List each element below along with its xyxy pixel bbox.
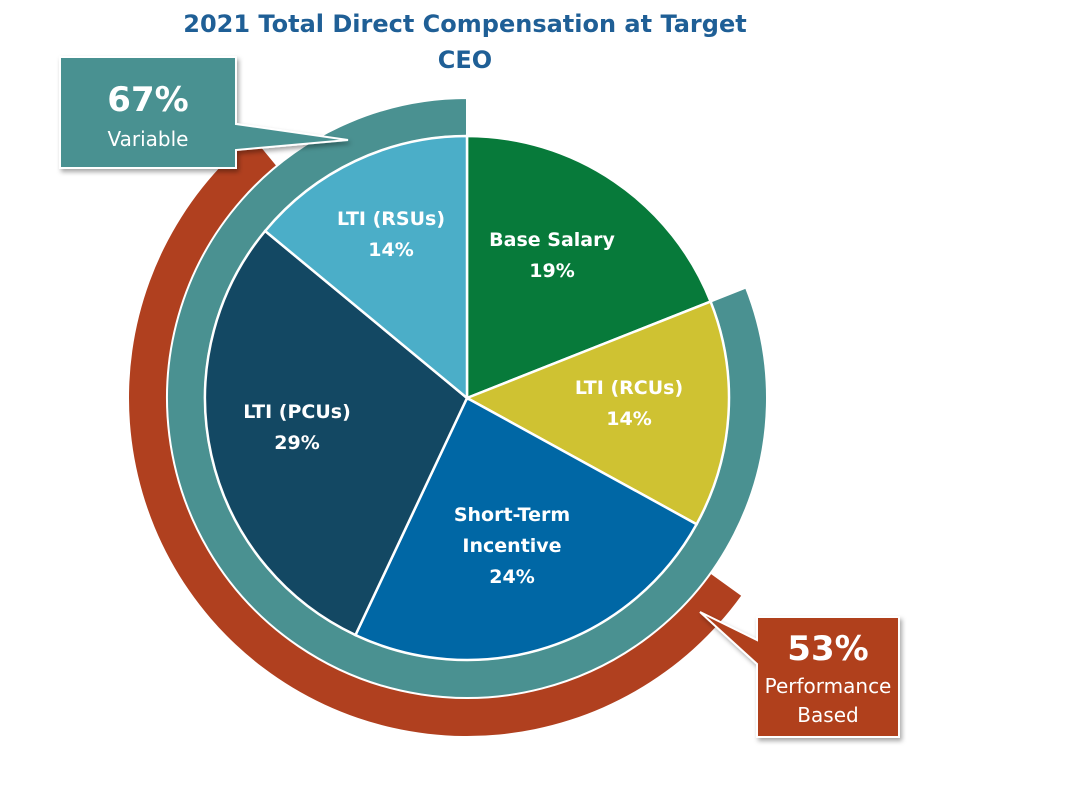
pie-slice	[465, 134, 713, 400]
pie-slice	[203, 229, 469, 637]
performance-percent: 53%	[787, 629, 868, 669]
variable-callout: 67% Variable	[59, 56, 349, 169]
performance-label: Based	[797, 703, 858, 727]
variable-label: Variable	[108, 127, 189, 151]
slice-data-label: LTI (RCUs) 14%	[575, 377, 683, 430]
slice-data-label: Short-Term Incentive 24%	[454, 504, 570, 588]
chart-subtitle: CEO	[437, 46, 493, 74]
performance-label: Performance	[765, 674, 892, 698]
pie-slice	[464, 299, 731, 526]
slice-data-label: LTI (PCUs) 29%	[243, 401, 351, 454]
pie-slice	[263, 134, 469, 401]
chart-title: 2021 Total Direct Compensation at Target	[183, 10, 747, 38]
performance-based-callout: 53% Performance Based	[699, 611, 900, 738]
pie-slice	[353, 396, 699, 662]
slice-data-label: LTI (RSUs) 14%	[337, 208, 445, 261]
slice-data-label: Base Salary 19%	[489, 229, 615, 282]
variable-percent: 67%	[107, 80, 188, 120]
